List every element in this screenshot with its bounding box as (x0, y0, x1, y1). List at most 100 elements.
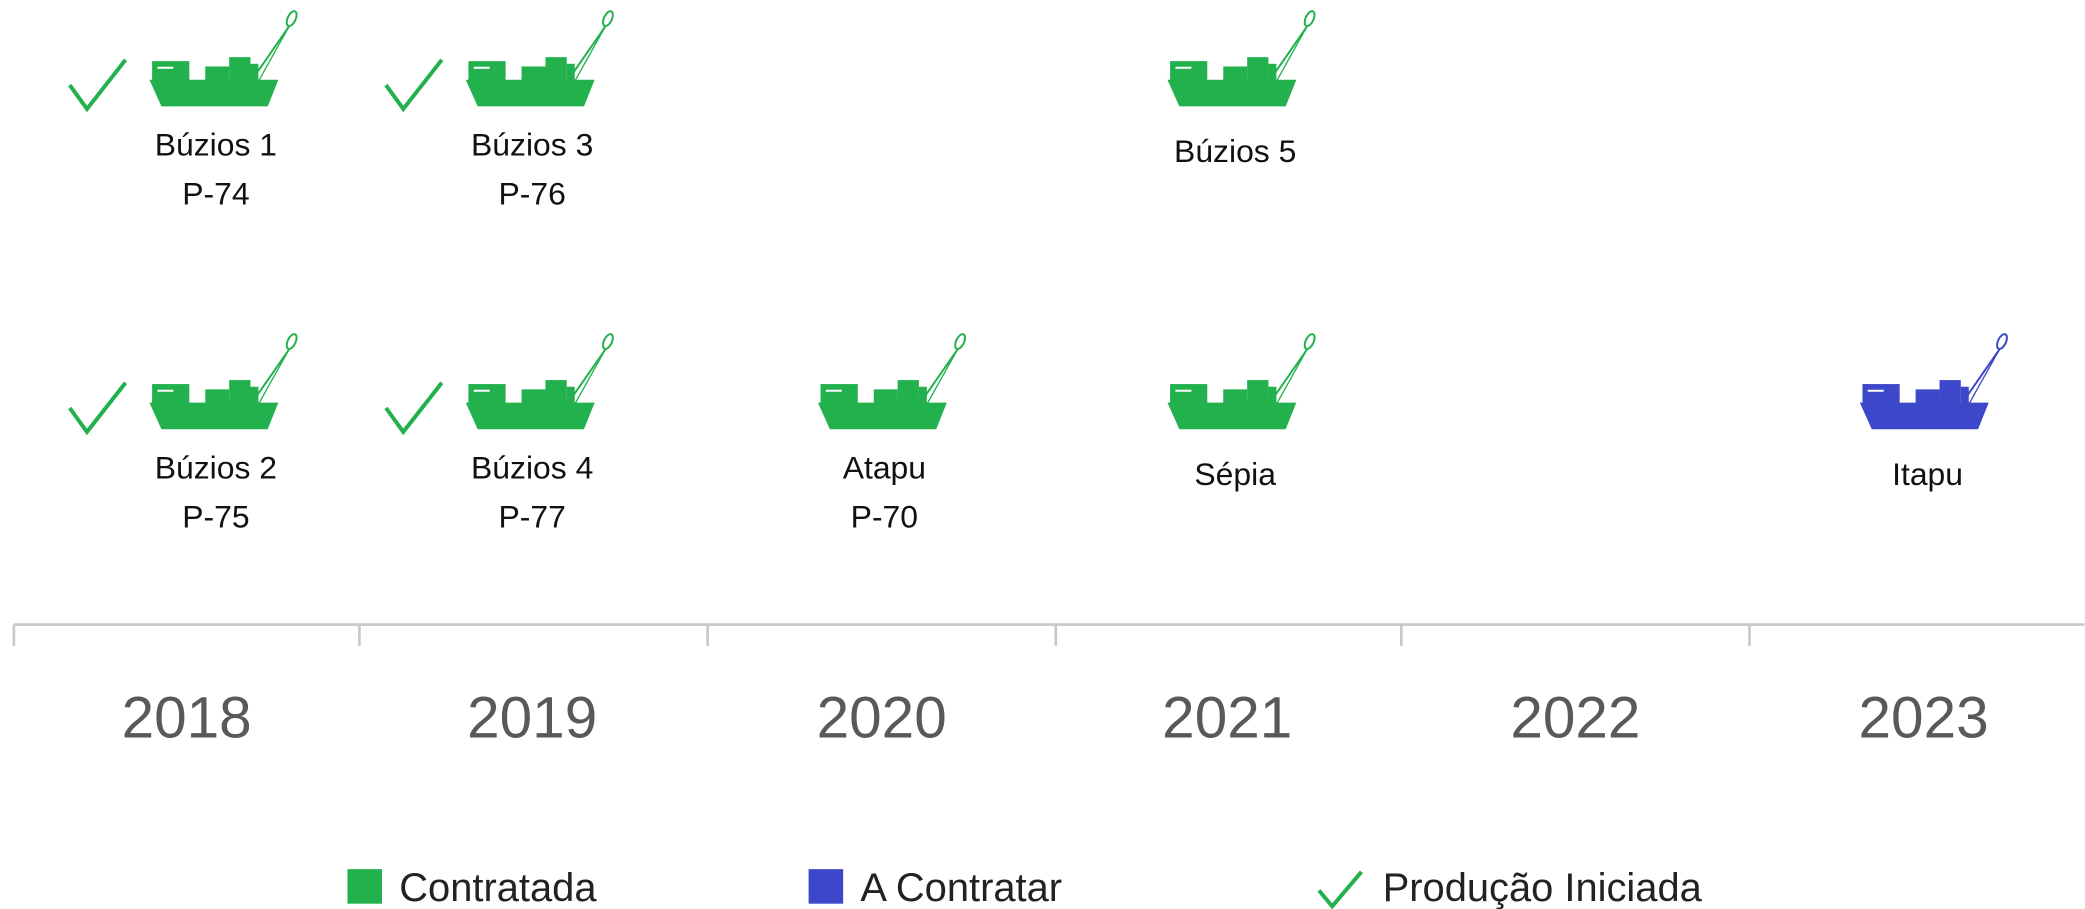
started-marker (384, 381, 444, 436)
started-marker (384, 58, 444, 113)
ship-hull (149, 79, 279, 107)
ship-hull (465, 79, 595, 107)
ship-icon (465, 10, 614, 107)
ship-block (229, 57, 251, 82)
ship-block (250, 386, 259, 404)
platform-label: P-77 (499, 499, 566, 535)
legend-check (1317, 870, 1363, 909)
ship-block (1170, 61, 1208, 82)
ship-icon (465, 333, 614, 430)
platform-label: Búzios 3 (471, 126, 593, 162)
ship-block (1939, 380, 1961, 404)
ship-block (1915, 389, 1940, 404)
ship-block (205, 66, 230, 82)
started-marker (68, 58, 128, 113)
ship-buoy (954, 333, 967, 350)
year-label: 2020 (817, 686, 947, 751)
ship-block (250, 63, 259, 82)
ship-block (205, 389, 230, 404)
ship-derrick (254, 348, 290, 398)
ship-buoy (1303, 10, 1316, 28)
ship-block (1268, 63, 1277, 82)
ship-derrick (1965, 348, 2001, 398)
ship-derrick (1272, 26, 1308, 75)
ship-block (1223, 389, 1248, 404)
ship-icon (149, 333, 298, 430)
platform-label: Búzios 1 (155, 126, 277, 162)
ship-block (152, 61, 190, 82)
platform-label: Búzios 4 (471, 449, 593, 485)
check-mark (384, 381, 444, 436)
ship-block (1268, 386, 1277, 404)
ship-icon (1167, 333, 1316, 430)
legend-swatch (808, 869, 844, 904)
ship-derrick (571, 26, 607, 75)
platform-label: P-75 (182, 499, 249, 535)
started-marker (68, 381, 128, 436)
legend-label: Contratada (399, 866, 597, 909)
ship-block (1247, 380, 1269, 404)
ship-block (521, 66, 546, 82)
ship-hull (1167, 402, 1297, 430)
legend-label: A Contratar (860, 866, 1062, 909)
ship-icon (1167, 10, 1316, 107)
ship-derrick (566, 349, 606, 419)
ship-buoy (601, 333, 614, 350)
ship-block (152, 384, 190, 404)
platform-label: Sépia (1194, 456, 1276, 492)
ship-block (521, 389, 546, 404)
ship-block (468, 384, 506, 404)
ship-block (820, 384, 858, 404)
platform-label: Búzios 2 (155, 449, 277, 485)
ship-hull (465, 402, 595, 430)
ship-hull (817, 402, 947, 430)
ship-block (1247, 57, 1269, 82)
ship-hull (1859, 402, 1989, 430)
ship-buoy (285, 333, 298, 350)
ship-derrick (1960, 349, 2000, 419)
year-label: 2023 (1859, 686, 1989, 751)
ship-buoy (1303, 333, 1316, 350)
platform-label: P-70 (851, 499, 918, 535)
ship-block (1170, 384, 1208, 404)
platform-label: Atapu (843, 449, 926, 485)
ship-derrick (249, 349, 290, 419)
platform-label: P-74 (182, 176, 249, 212)
ship-hull (149, 402, 279, 430)
check-mark (68, 381, 128, 436)
ship-derrick (918, 349, 959, 419)
ship-derrick (923, 348, 959, 398)
ship-icon (817, 333, 967, 430)
check-mark (1317, 870, 1363, 909)
ship-derrick (1272, 348, 1308, 398)
year-label: 2022 (1510, 686, 1640, 751)
legend-swatch (347, 869, 383, 904)
ship-icon (149, 10, 298, 107)
year-label: 2021 (1162, 686, 1292, 751)
ship-buoy (1996, 333, 2008, 350)
ship-block (1862, 384, 1900, 404)
ship-derrick (566, 26, 606, 97)
check-mark (384, 58, 444, 113)
ship-block (566, 386, 575, 404)
ship-derrick (1267, 26, 1308, 97)
ship-block (1223, 66, 1248, 82)
ship-derrick (254, 26, 290, 75)
year-label: 2019 (467, 686, 597, 751)
ship-derrick (1267, 349, 1308, 419)
ship-block (1960, 386, 1969, 404)
ship-block (918, 386, 927, 404)
check-mark (68, 58, 128, 113)
ship-hull (1167, 79, 1297, 107)
platform-label: Itapu (1892, 456, 1963, 492)
ship-block (873, 389, 898, 404)
year-label: 2018 (122, 686, 252, 751)
ship-derrick (571, 348, 607, 398)
platform-label: Búzios 5 (1174, 133, 1296, 169)
platform-label: P-76 (499, 176, 566, 212)
ship-block (468, 61, 506, 82)
ship-block (545, 380, 567, 404)
ship-icon (1859, 333, 2008, 430)
ship-buoy (601, 10, 614, 28)
